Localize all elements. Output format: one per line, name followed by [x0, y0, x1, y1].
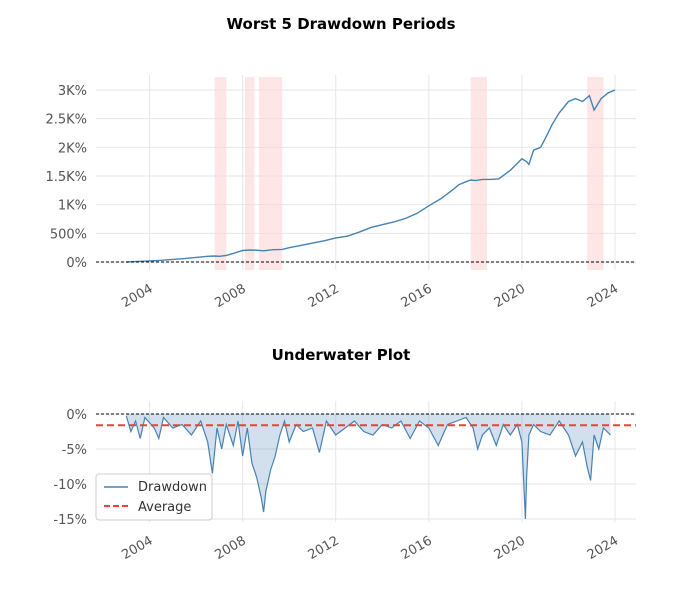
- x-tick-label: 2024: [585, 533, 621, 563]
- legend: Drawdown Average: [95, 473, 213, 521]
- cumulative-return-line: [126, 89, 616, 263]
- x-tick-label: 2004: [119, 281, 155, 311]
- drawdown-period-shade: [470, 77, 488, 270]
- x-tick-label: 2024: [585, 281, 621, 311]
- top-x-ticks: 2004 2008 2012 2016 2020 2024: [119, 281, 621, 311]
- legend-average-label: Average: [138, 500, 191, 515]
- drawdown-period-shade: [258, 77, 283, 270]
- top-shaded-periods: [214, 77, 604, 270]
- bottom-y-ticks: 0% -5% -10% -15%: [53, 408, 87, 528]
- x-tick-label: 2004: [119, 533, 155, 563]
- underwater-chart-title: Underwater Plot: [272, 346, 411, 364]
- x-tick-label: 2016: [399, 281, 435, 311]
- bottom-x-ticks: 2004 2008 2012 2016 2020 2024: [119, 533, 621, 563]
- y-tick-label: 0%: [66, 256, 87, 271]
- x-tick-label: 2008: [212, 533, 248, 563]
- top-grid: [96, 75, 636, 270]
- x-tick-label: 2020: [492, 281, 528, 311]
- y-tick-label: 2K%: [58, 141, 87, 156]
- y-tick-label: 0%: [66, 408, 87, 423]
- drawdown-periods-chart: 0%500%1K%1.5K%2K%2.5K%3K% 2004 2008 2012 20…: [45, 75, 636, 311]
- drawdown-period-shade: [214, 77, 227, 270]
- x-tick-label: 2020: [492, 533, 528, 563]
- drawdown-period-shade: [587, 77, 604, 270]
- y-tick-label: 3K%: [58, 84, 87, 99]
- x-tick-label: 2012: [306, 533, 342, 563]
- y-tick-label: 1.5K%: [45, 170, 87, 185]
- drawdown-chart-title: Worst 5 Drawdown Periods: [227, 15, 456, 33]
- y-tick-label: 500%: [50, 227, 87, 242]
- x-tick-label: 2016: [399, 533, 435, 563]
- y-tick-label: 1K%: [58, 199, 87, 214]
- x-tick-label: 2008: [212, 281, 248, 311]
- drawdown-period-shade: [244, 77, 255, 270]
- y-tick-label: -15%: [53, 513, 87, 528]
- y-tick-label: -10%: [53, 478, 87, 493]
- top-y-ticks: 0% 500% 1K% 1.5K% 2K% 2.5K% 3K%: [45, 84, 87, 271]
- y-tick-label: -5%: [62, 443, 87, 458]
- legend-box: [95, 473, 213, 521]
- x-tick-label: 2012: [306, 281, 342, 311]
- legend-drawdown-label: Drawdown: [138, 480, 207, 495]
- y-tick-label: 2.5K%: [45, 113, 87, 128]
